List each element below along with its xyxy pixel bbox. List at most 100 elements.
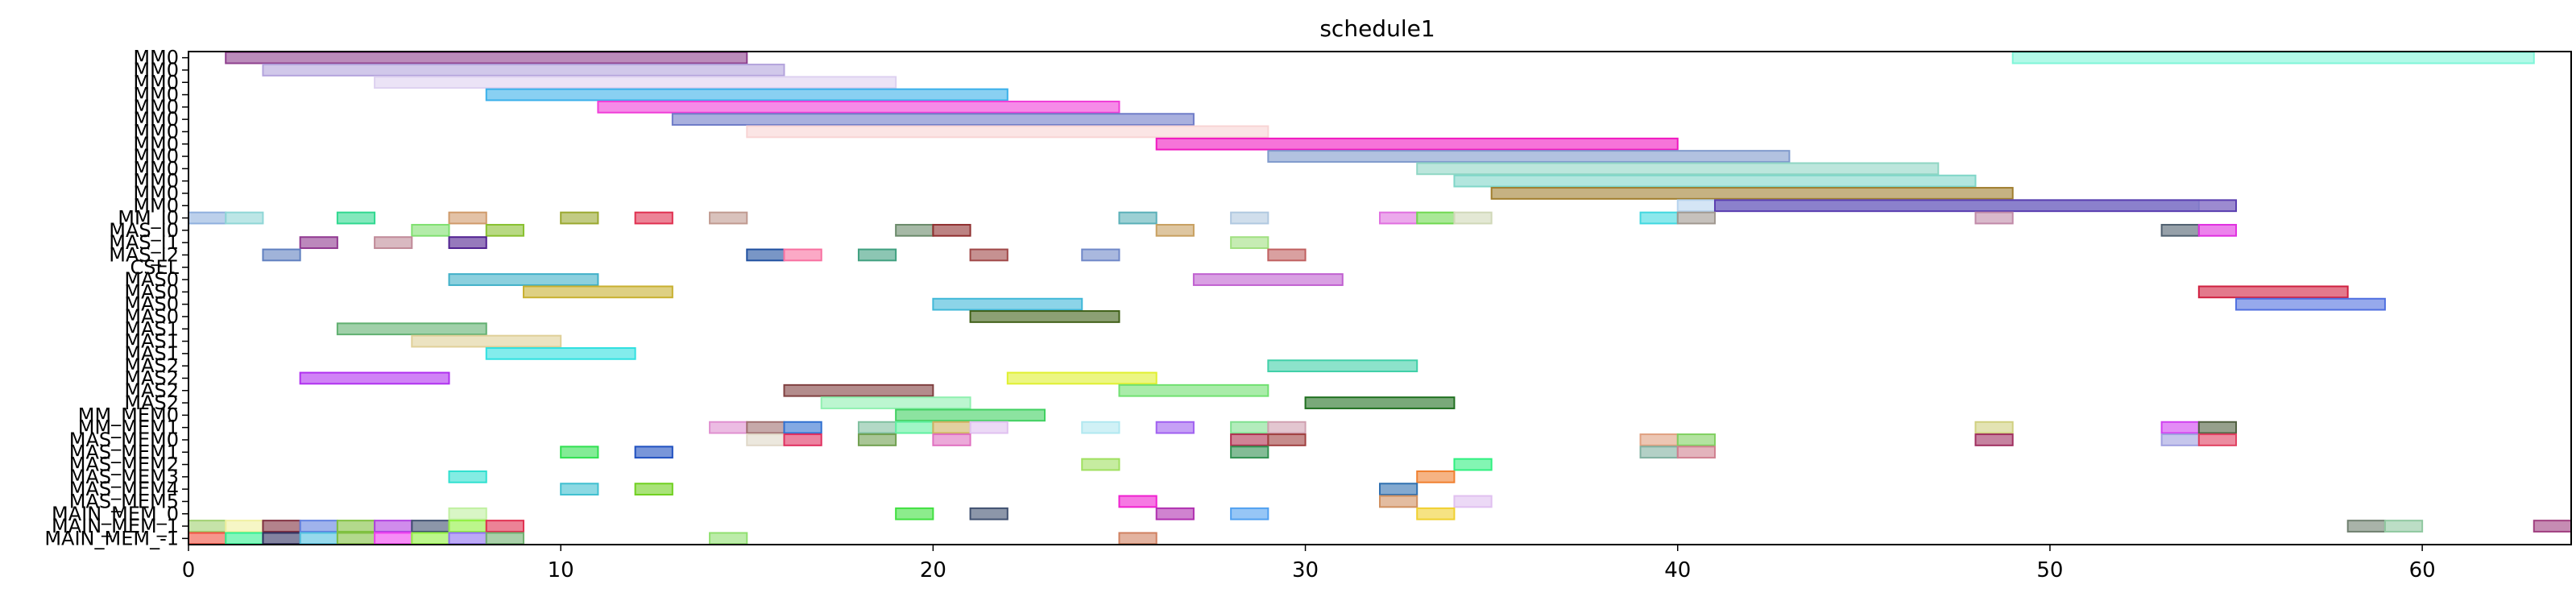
y-tick-label: MM_MEM1	[78, 417, 179, 439]
bar-mas-i0-36	[2197, 223, 2238, 237]
bar-mas-i0-31	[485, 223, 524, 237]
bar-mas-mem0-83	[932, 433, 971, 446]
bar-mas-i2-46	[1081, 248, 1120, 262]
y-tick-label: MM0	[133, 133, 179, 155]
bar-mas2-61	[783, 383, 934, 397]
bar-mas1-55	[336, 322, 487, 336]
y-tick-label: MM0	[133, 108, 179, 131]
x-tick-label: 0	[182, 558, 196, 582]
bar-mas0-49	[1192, 273, 1344, 286]
bar-mm-i0-17	[336, 211, 376, 225]
y-tick-label: MM0	[133, 59, 179, 81]
bar-mas-i1-37	[299, 236, 338, 250]
bar-mas-mem0-88	[1974, 433, 2014, 446]
bar-mm0-0	[225, 51, 748, 64]
bar-mas-mem1-95	[1676, 446, 1716, 459]
y-tick-label: MAS_I1	[109, 231, 179, 254]
bar-mm-i0-19	[560, 211, 599, 225]
y-tick-label: MAS2	[124, 367, 179, 389]
bar-main-mem-0-111	[448, 507, 487, 520]
bar-mas-mem3-98	[448, 470, 487, 483]
bar-mas2-59	[299, 371, 450, 385]
y-axis: MM0MM0MM0MM0MM0MM0MM0MM0MM0MM0MM0MM0MM0M…	[44, 47, 188, 549]
bar-mas2-58	[1267, 359, 1418, 373]
bar-mm0-12	[1490, 187, 2014, 200]
y-tick-label: MAS_MEM0	[69, 429, 179, 451]
bar-mm-mem1-77	[1974, 421, 2014, 434]
x-tick-label: 10	[548, 558, 574, 582]
y-tick-label: MM0	[133, 145, 179, 168]
bar-mas-i2-43	[783, 248, 822, 262]
y-tick-label: MAS2	[124, 379, 179, 402]
y-tick-label: MAIN_MEM_-1	[44, 527, 179, 549]
bar-main-mem-1-117	[262, 520, 301, 533]
bar-mm-mem1-67	[746, 421, 785, 434]
bar-mas-mem5-105	[1453, 495, 1493, 508]
y-tick-label: MAS_MEM3	[69, 466, 179, 488]
bar-mas-mem0-81	[783, 433, 822, 446]
bar-mas0-52	[932, 297, 1083, 311]
bar-mas-i2-42	[746, 248, 785, 262]
bar-mm-mem1-70	[895, 421, 934, 434]
bar-mm-mem1-76	[1267, 421, 1307, 434]
bar-main-mem--1-126	[262, 532, 301, 545]
y-tick-label: MAIN_MEM_0	[52, 503, 179, 525]
bar-mas-i2-44	[857, 248, 897, 262]
y-tick-label: MM0	[133, 157, 179, 180]
bar-mas-mem0-89	[2160, 433, 2200, 446]
bar-mas-mem0-85	[1267, 433, 1307, 446]
bar-mas-mem0-84	[1230, 433, 1269, 446]
bar-mm0-14	[1713, 199, 2238, 213]
y-tick-label: MAS2	[124, 392, 179, 414]
y-tick-label: MM0	[133, 47, 179, 69]
bar-mm-i0-27	[1639, 211, 1679, 225]
bar-mas0-51	[2197, 285, 2349, 299]
bar-mm-mem1-66	[709, 421, 748, 434]
bar-mm0-7	[746, 125, 1269, 139]
x-tick-label: 40	[1664, 558, 1691, 582]
bar-mas0-54	[969, 310, 1120, 323]
bar-mas-i2-47	[1267, 248, 1307, 262]
bar-mas-i0-32	[895, 223, 934, 237]
x-tick-label: 30	[1292, 558, 1319, 582]
bar-main-mem--1-125	[225, 532, 264, 545]
bar-main-mem-0-108	[1155, 507, 1195, 520]
bar-mas-mem4-100	[560, 483, 599, 496]
bar-mas-i1-40	[1230, 236, 1269, 250]
y-tick-label: MM_MEM0	[78, 404, 179, 426]
bar-mas-mem4-101	[634, 483, 673, 496]
bar-mas-i2-45	[969, 248, 1008, 262]
bar-mas-i0-33	[932, 223, 971, 237]
bar-mas2-62	[1118, 383, 1269, 397]
bar-mm-mem1-78	[2160, 421, 2200, 434]
bar-main-mem-0-106	[895, 507, 934, 520]
bar-main-mem-1-119	[336, 520, 376, 533]
y-tick-label: MAS_MEM5	[69, 490, 179, 512]
bar-mas-i0-35	[2160, 223, 2200, 237]
y-tick-label: MAS_MEM4	[69, 478, 179, 500]
bar-mas-mem2-97	[1453, 458, 1493, 471]
y-tick-label: MAS0	[124, 280, 179, 303]
bar-mm0-9	[1267, 150, 1791, 163]
bar-mas-mem5-103	[1118, 495, 1158, 508]
bars-layer	[188, 51, 2572, 545]
bar-mas2-63	[820, 396, 971, 409]
y-tick-label: MAS0	[124, 293, 179, 316]
bar-main-mem-0-107	[969, 507, 1008, 520]
bar-main-mem--1-124	[188, 532, 227, 545]
y-tick-label: CSEL	[130, 256, 179, 279]
bar-mm-mem1-69	[857, 421, 897, 434]
bar-main-mem-1-118	[299, 520, 338, 533]
bar-mm0-5	[597, 100, 1120, 114]
bar-mm0-3	[374, 76, 897, 89]
bar-main-mem--1-129	[374, 532, 413, 545]
y-tick-label: MAS2	[124, 354, 179, 377]
bar-mas-mem0-82	[857, 433, 897, 446]
bar-main-mem-1-120	[374, 520, 413, 533]
bar-main-mem-1-123	[485, 520, 524, 533]
bar-main-mem-1-113	[2383, 520, 2424, 533]
bar-mas-mem1-92	[634, 446, 673, 459]
bar-mm-mem1-75	[1230, 421, 1269, 434]
bar-main-mem-0-109	[1230, 507, 1269, 520]
